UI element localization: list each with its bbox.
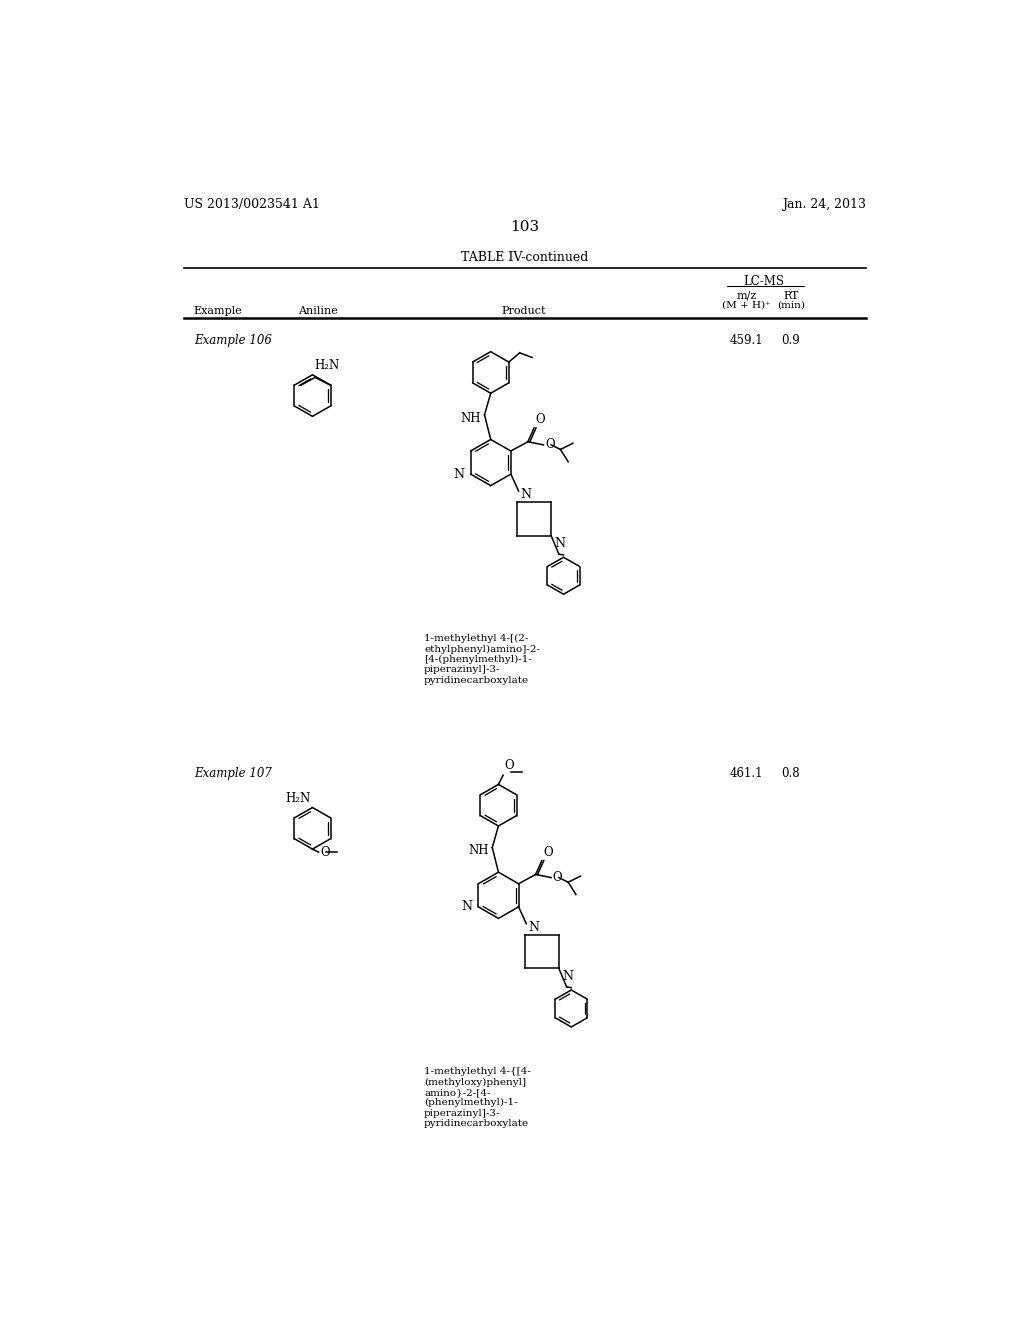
Text: Product: Product	[501, 306, 546, 317]
Text: Aniline: Aniline	[298, 306, 338, 317]
Text: pyridinecarboxylate: pyridinecarboxylate	[424, 1119, 529, 1129]
Text: (phenylmethyl)-1-: (phenylmethyl)-1-	[424, 1098, 518, 1107]
Text: (M + H)⁺: (M + H)⁺	[722, 301, 771, 310]
Text: N: N	[520, 488, 531, 502]
Text: 0.8: 0.8	[781, 767, 800, 780]
Text: O: O	[536, 413, 545, 426]
Text: O: O	[321, 846, 330, 859]
Text: US 2013/0023541 A1: US 2013/0023541 A1	[183, 198, 319, 211]
Text: N: N	[461, 900, 472, 913]
Text: 103: 103	[510, 220, 540, 234]
Text: N: N	[554, 537, 565, 550]
Text: piperazinyl]-3-: piperazinyl]-3-	[424, 665, 501, 675]
Text: N: N	[528, 921, 539, 933]
Text: O: O	[544, 846, 553, 859]
Text: O: O	[545, 438, 555, 451]
Text: TABLE IV-continued: TABLE IV-continued	[461, 251, 589, 264]
Text: RT: RT	[783, 290, 799, 301]
Text: N: N	[454, 467, 464, 480]
Text: Jan. 24, 2013: Jan. 24, 2013	[781, 198, 866, 211]
Text: H₂N: H₂N	[314, 359, 339, 372]
Text: (min): (min)	[776, 301, 805, 310]
Text: (methyloxy)phenyl]: (methyloxy)phenyl]	[424, 1077, 526, 1086]
Text: O: O	[553, 871, 562, 884]
Text: m/z: m/z	[736, 290, 757, 301]
Text: N: N	[562, 970, 573, 983]
Text: Example 106: Example 106	[194, 334, 271, 347]
Text: 459.1: 459.1	[730, 334, 763, 347]
Text: [4-(phenylmethyl)-1-: [4-(phenylmethyl)-1-	[424, 655, 531, 664]
Text: Example 107: Example 107	[194, 767, 271, 780]
Text: H₂N: H₂N	[286, 792, 311, 805]
Text: NH: NH	[469, 845, 489, 858]
Text: LC-MS: LC-MS	[743, 276, 784, 289]
Text: piperazinyl]-3-: piperazinyl]-3-	[424, 1109, 501, 1118]
Text: 461.1: 461.1	[730, 767, 763, 780]
Text: amino}-2-[4-: amino}-2-[4-	[424, 1088, 490, 1097]
Text: pyridinecarboxylate: pyridinecarboxylate	[424, 676, 529, 685]
Text: 0.9: 0.9	[781, 334, 800, 347]
Text: 1-methylethyl 4-{[4-: 1-methylethyl 4-{[4-	[424, 1067, 530, 1076]
Text: 1-methylethyl 4-[(2-: 1-methylethyl 4-[(2-	[424, 635, 528, 643]
Text: ethylphenyl)amino]-2-: ethylphenyl)amino]-2-	[424, 644, 540, 653]
Text: Example: Example	[194, 306, 243, 317]
Text: NH: NH	[461, 412, 481, 425]
Text: O: O	[505, 759, 514, 772]
